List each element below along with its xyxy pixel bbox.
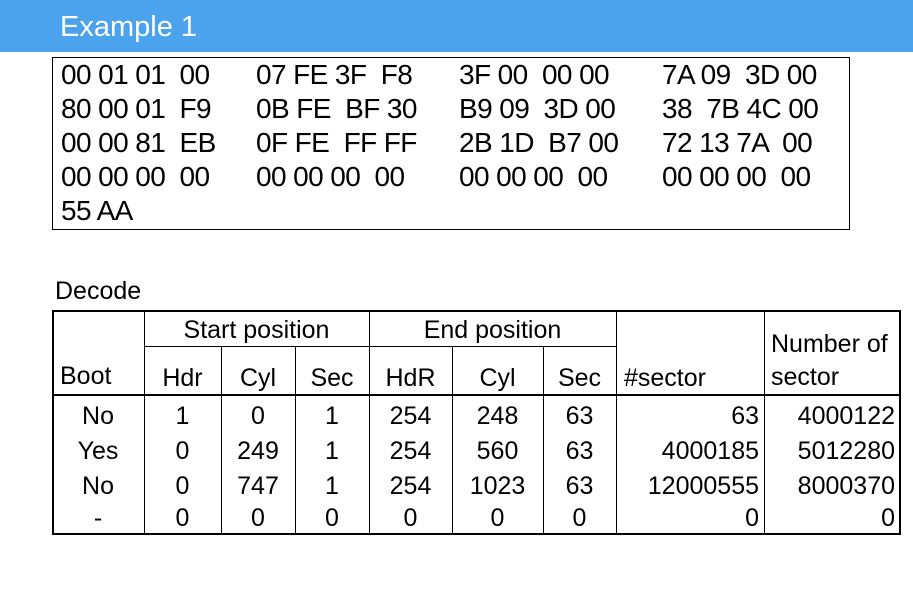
table-cell: 1023 bbox=[469, 472, 526, 500]
end-sec-header: Sec bbox=[557, 364, 602, 392]
hex-group: 7A 09 3D 00 bbox=[662, 59, 817, 90]
table-cell: 0 bbox=[175, 437, 190, 465]
table-cell: 560 bbox=[476, 437, 519, 465]
boot-header: Boot bbox=[60, 362, 112, 390]
start-position-header: Start position bbox=[183, 316, 330, 344]
col-divider bbox=[452, 346, 453, 535]
title-bar: Example 1 bbox=[0, 0, 913, 52]
table-cell: 0 bbox=[175, 472, 190, 500]
col-divider bbox=[764, 310, 765, 535]
table-cell: 1 bbox=[325, 402, 339, 430]
end-hdr-header: HdR bbox=[385, 364, 436, 392]
end-cyl-header: Cyl bbox=[479, 364, 516, 392]
hex-group: 80 00 01 F9 bbox=[61, 93, 212, 124]
table-cell: 5012280 bbox=[797, 437, 895, 465]
table-cell: 0 bbox=[490, 504, 505, 532]
table-cell: 0 bbox=[403, 504, 418, 532]
table-cell: 0 bbox=[251, 504, 265, 532]
decode-table: Start position End position Boot Hdr Cyl… bbox=[52, 310, 901, 535]
col-divider bbox=[144, 310, 145, 535]
hex-group: 0F FE FF FF bbox=[256, 127, 417, 158]
hex-group: 00 00 00 00 bbox=[662, 161, 811, 192]
hex-dump-box: 00 01 01 00 07 FE 3F F8 3F 00 00 00 7A 0… bbox=[52, 57, 850, 230]
hex-group: 72 13 7A 00 bbox=[662, 127, 813, 158]
table-cell: 1 bbox=[325, 437, 339, 465]
table-border-right bbox=[899, 310, 901, 535]
start-hdr-header: Hdr bbox=[162, 364, 203, 392]
table-border-bottom bbox=[52, 533, 900, 535]
table-cell: 249 bbox=[237, 437, 279, 465]
table-border-left bbox=[52, 310, 54, 535]
table-cell: 4000122 bbox=[797, 402, 895, 430]
table-cell: 8000370 bbox=[797, 472, 895, 500]
start-cyl-header: Cyl bbox=[239, 364, 277, 392]
table-cell: 1 bbox=[325, 472, 339, 500]
hex-group: 00 00 00 00 bbox=[61, 161, 210, 192]
table-cell: 63 bbox=[565, 437, 594, 465]
table-cell: 4000185 bbox=[661, 437, 759, 465]
start-sec-header: Sec bbox=[310, 364, 354, 392]
table-cell: 63 bbox=[565, 472, 594, 500]
hex-group: 38 7B 4C 00 bbox=[662, 93, 819, 124]
table-cell: 12000555 bbox=[647, 472, 759, 500]
group-header-divider bbox=[144, 346, 616, 347]
table-cell: 0 bbox=[175, 504, 190, 532]
hex-group: 00 00 81 EB bbox=[61, 127, 216, 158]
col-divider bbox=[543, 346, 544, 535]
hex-group: 0B FE BF 30 bbox=[256, 93, 417, 124]
hex-group: 3F 00 00 00 bbox=[459, 59, 610, 90]
table-cell: 0 bbox=[745, 504, 759, 532]
number-of-sector-header-line1: Number of bbox=[771, 330, 888, 358]
table-cell: 0 bbox=[572, 504, 587, 532]
table-cell: 254 bbox=[389, 402, 432, 430]
table-cell: 0 bbox=[325, 504, 339, 532]
table-cell: 254 bbox=[389, 472, 432, 500]
hex-group: 00 00 00 00 bbox=[256, 161, 405, 192]
end-position-header: End position bbox=[423, 316, 562, 344]
hex-group: 55 AA bbox=[61, 195, 133, 226]
slide-title: Example 1 bbox=[60, 11, 198, 43]
table-cell: 1 bbox=[175, 402, 190, 430]
number-of-sector-header-line2: sector bbox=[771, 363, 840, 391]
hex-group: 00 00 00 00 bbox=[459, 161, 608, 192]
table-cell: 0 bbox=[881, 504, 895, 532]
table-cell: 63 bbox=[731, 402, 759, 430]
boot-cell: - bbox=[93, 504, 103, 532]
table-cell: 747 bbox=[237, 472, 279, 500]
table-cell: 254 bbox=[389, 437, 432, 465]
sector-header: #sector bbox=[624, 364, 706, 392]
boot-cell: No bbox=[82, 402, 114, 430]
table-cell: 63 bbox=[565, 402, 594, 430]
col-divider bbox=[221, 346, 222, 535]
table-cell: 248 bbox=[476, 402, 519, 430]
decode-label: Decode bbox=[55, 277, 142, 305]
header-divider bbox=[52, 394, 900, 396]
boot-cell: Yes bbox=[77, 437, 119, 465]
hex-group: 07 FE 3F F8 bbox=[256, 59, 413, 90]
col-divider bbox=[616, 310, 617, 535]
col-divider bbox=[295, 346, 296, 535]
hex-group: 2B 1D B7 00 bbox=[459, 127, 619, 158]
hex-group: 00 01 01 00 bbox=[61, 59, 210, 90]
col-divider bbox=[369, 310, 370, 535]
boot-cell: No bbox=[82, 472, 114, 500]
table-border-top bbox=[52, 310, 900, 312]
table-cell: 0 bbox=[251, 402, 265, 430]
hex-group: B9 09 3D 00 bbox=[459, 93, 616, 124]
